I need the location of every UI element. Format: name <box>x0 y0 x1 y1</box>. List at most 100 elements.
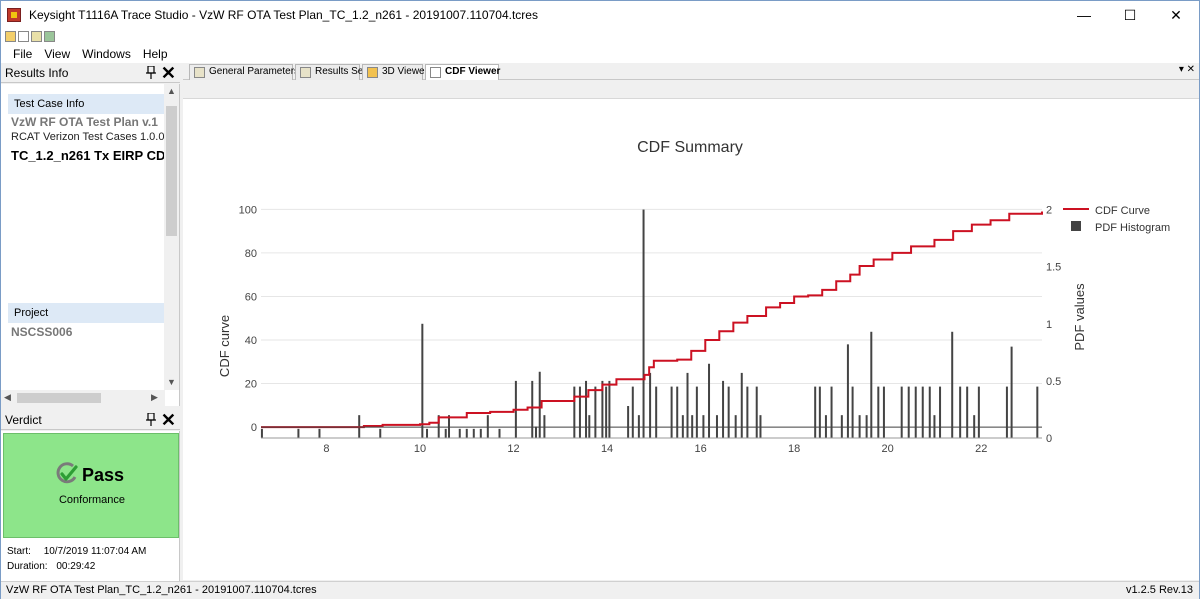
pdf-histogram-bar <box>900 386 903 438</box>
duration-row: Duration: 00:29:42 <box>7 561 95 572</box>
x-tick-label: 14 <box>601 443 613 455</box>
cdf-viewer-icon <box>430 67 441 78</box>
pdf-histogram-bar <box>746 386 749 438</box>
cdf-summary-chart: 0 20 40 60 80 100 0 0.5 1 1.5 2 8 10 12 14 16 18 20 22 CDF… <box>217 139 1170 455</box>
pdf-histogram-bar <box>715 415 718 438</box>
scroll-down-icon[interactable]: ▼ <box>167 377 176 387</box>
pdf-histogram-bar <box>870 331 873 438</box>
pdf-histogram-bar <box>479 428 482 438</box>
pdf-histogram-bar <box>882 386 885 438</box>
menu-file[interactable]: File <box>13 46 33 61</box>
open-folder-icon[interactable] <box>5 31 16 42</box>
pdf-histogram-bar <box>858 415 861 438</box>
3d-viewer-icon <box>367 67 378 78</box>
tab-3d-viewer[interactable]: 3D Viewer <box>362 64 428 80</box>
pin-icon[interactable] <box>146 413 156 426</box>
pdf-histogram-bar <box>578 386 581 438</box>
results-info-title: Results Info <box>5 65 69 80</box>
pdf-histogram-bar <box>426 428 429 438</box>
pdf-histogram-bar <box>260 428 263 438</box>
pdf-histogram-bar <box>681 415 684 438</box>
pass-check-icon <box>56 462 78 484</box>
tab-cdf-viewer[interactable]: CDF Viewer <box>425 64 501 80</box>
pdf-histogram-bar <box>472 428 475 438</box>
pdf-histogram-bar <box>914 386 917 438</box>
pdf-histogram-bar <box>814 386 817 438</box>
title-bar: Keysight T1116A Trace Studio - VzW RF OT… <box>1 1 1199 29</box>
scroll-left-icon[interactable]: ◀ <box>4 392 11 402</box>
y2-tick-label: 2 <box>1046 205 1052 217</box>
start-row: Start: 10/7/2019 11:07:04 AM <box>7 546 146 557</box>
test-plan-name: VzW RF OTA Test Plan v.1 <box>11 115 158 129</box>
pdf-histogram-bar <box>642 209 645 438</box>
pdf-histogram-bar <box>727 386 730 438</box>
pdf-histogram-bar <box>933 415 936 438</box>
pdf-histogram-bar <box>588 415 591 438</box>
report-icon[interactable] <box>31 31 42 42</box>
close-panel-icon[interactable]: ✕ <box>160 410 176 430</box>
quick-toolbar <box>1 29 1199 44</box>
tab-list-controls[interactable]: ▾ ✕ <box>1178 64 1195 75</box>
pdf-histogram-bar <box>921 386 924 438</box>
document-tabs: General Parameters Results Set 3D Viewer… <box>183 63 1199 80</box>
settings-icon[interactable] <box>44 31 55 42</box>
menu-help[interactable]: Help <box>142 46 168 61</box>
vertical-scrollbar[interactable]: ▲ ▼ <box>164 84 179 390</box>
pdf-histogram-bar <box>670 386 673 438</box>
pdf-histogram-bar <box>708 363 711 438</box>
pdf-histogram-bar <box>830 386 833 438</box>
menu-bar: File View Windows Help <box>1 44 1199 63</box>
pdf-histogram-bar <box>637 415 640 438</box>
pin-icon[interactable] <box>146 66 156 79</box>
pdf-histogram-bar <box>846 344 849 438</box>
scroll-up-icon[interactable]: ▲ <box>167 86 176 96</box>
maximize-button[interactable]: ☐ <box>1123 6 1137 23</box>
pdf-histogram-bar <box>977 386 980 438</box>
verdict-header: Verdict ✕ <box>1 410 180 430</box>
y2-axis-label: PDF values <box>1072 283 1087 351</box>
duration-value: 00:29:42 <box>56 561 96 572</box>
close-panel-icon[interactable]: ✕ <box>160 63 176 83</box>
status-bar: VzW RF OTA Test Plan_TC_1.2_n261 - 20191… <box>1 581 1199 599</box>
y2-tick-label: 0.5 <box>1046 376 1061 388</box>
pdf-histogram-bar <box>437 415 440 438</box>
pdf-histogram-bar <box>722 380 725 438</box>
project-label: Project <box>8 303 164 323</box>
pdf-histogram-bar <box>538 371 541 438</box>
legend-pdf-swatch <box>1071 221 1081 231</box>
project-value: NSCSS006 <box>11 325 73 339</box>
menu-windows[interactable]: Windows <box>82 46 131 61</box>
test-case-info-label: Test Case Info <box>8 94 164 114</box>
scroll-right-icon[interactable]: ▶ <box>151 392 158 402</box>
pdf-histogram-bar <box>691 415 694 438</box>
minimize-button[interactable]: — <box>1077 7 1091 23</box>
tab-label: CDF Viewer <box>445 66 501 77</box>
test-case-name: TC_1.2_n261 Tx EIRP CD <box>11 148 166 163</box>
horizontal-scrollbar[interactable]: ◀ ▶ <box>1 390 165 406</box>
x-tick-label: 12 <box>507 443 519 455</box>
pdf-histogram-bar <box>379 428 382 438</box>
pdf-histogram-bar <box>608 380 611 438</box>
pdf-histogram-bar <box>907 386 910 438</box>
pdf-histogram-bar <box>318 428 321 438</box>
y2-tick-label: 1.5 <box>1046 262 1061 274</box>
document-icon[interactable] <box>18 31 29 42</box>
menu-view[interactable]: View <box>44 46 71 61</box>
pdf-histogram-bar <box>655 386 658 438</box>
horizontal-scroll-thumb[interactable] <box>17 393 101 403</box>
close-button[interactable]: ✕ <box>1170 6 1182 23</box>
pdf-histogram-bar <box>297 428 300 438</box>
pdf-histogram-bar <box>740 372 743 438</box>
cdf-curve-line <box>261 211 1043 429</box>
vertical-scroll-thumb[interactable] <box>166 106 177 236</box>
verdict-status-box: Pass Conformance <box>3 433 179 538</box>
y-tick-label: 80 <box>245 248 257 260</box>
tab-general-parameters[interactable]: General Parameters <box>189 64 299 80</box>
verdict-title: Verdict <box>5 412 42 427</box>
tab-results-set[interactable]: Results Set <box>295 64 366 80</box>
y-tick-label: 40 <box>245 335 257 347</box>
chart-title: CDF Summary <box>637 139 743 156</box>
pdf-histogram-bar <box>631 386 634 438</box>
pdf-histogram-bar <box>605 386 608 438</box>
